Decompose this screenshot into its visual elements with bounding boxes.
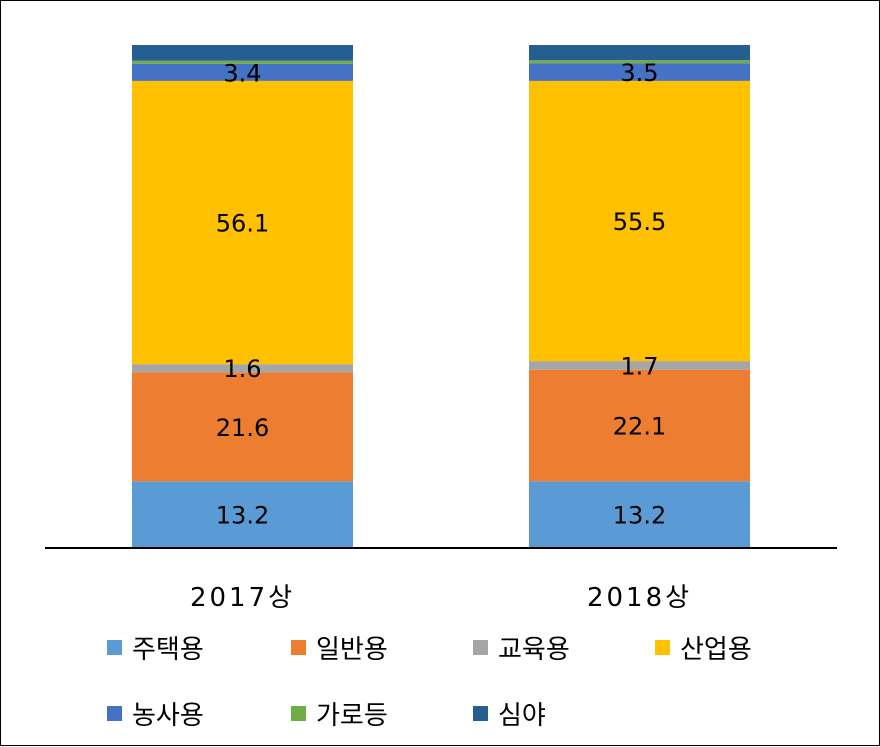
bar-segment-series-4-1 xyxy=(529,63,750,81)
value-label-series-3-1: 55.5 xyxy=(613,208,666,236)
bar-segment-series-1-1 xyxy=(529,369,750,482)
bar-segment-series-2-1 xyxy=(529,361,750,370)
value-label-series-4-0: 3.4 xyxy=(223,59,261,87)
legend-label-6: 심야 xyxy=(498,701,546,731)
legend-item-6: 심야 xyxy=(473,701,546,731)
legend-item-1: 일반용 xyxy=(291,635,388,665)
category-labels-group: 2017상 2018상 xyxy=(190,583,692,613)
legend-label-4: 농사용 xyxy=(132,701,204,731)
legend-label-3: 산업용 xyxy=(680,635,752,665)
legend-swatch-3 xyxy=(655,640,670,655)
bar-segment-series-5-1 xyxy=(529,60,750,64)
legend-item-2: 교육용 xyxy=(473,635,570,665)
value-label-series-1-1: 22.1 xyxy=(613,413,666,441)
value-label-series-2-0: 1.6 xyxy=(223,355,261,383)
bar-segment-series-0-0 xyxy=(132,481,353,548)
legend-swatch-0 xyxy=(107,640,122,655)
legend-item-0: 주택용 xyxy=(107,635,204,665)
legend-label-2: 교육용 xyxy=(498,635,570,665)
value-label-series-4-1: 3.5 xyxy=(620,59,658,87)
legend-swatch-5 xyxy=(291,706,306,721)
bar-segment-series-6-1 xyxy=(529,45,750,61)
value-label-series-0-0: 13.2 xyxy=(216,502,269,530)
bar-segment-series-5-0 xyxy=(132,60,353,64)
legend-swatch-6 xyxy=(473,706,488,721)
bar-segment-series-0-1 xyxy=(529,481,750,548)
legend-item-3: 산업용 xyxy=(655,635,752,665)
category-label-0: 2017상 xyxy=(190,583,295,613)
legend-swatch-4 xyxy=(107,706,122,721)
bars-group xyxy=(132,45,750,548)
legend-swatch-2 xyxy=(473,640,488,655)
legend-swatch-1 xyxy=(291,640,306,655)
value-label-series-1-0: 21.6 xyxy=(216,414,269,442)
bar-segment-series-4-0 xyxy=(132,63,353,81)
value-label-series-2-1: 1.7 xyxy=(620,352,658,380)
legend-label-0: 주택용 xyxy=(132,635,204,665)
value-label-series-0-1: 13.2 xyxy=(613,502,666,530)
bar-segment-series-3-1 xyxy=(529,80,750,362)
bar-segment-series-3-0 xyxy=(132,80,353,365)
bar-segment-series-6-0 xyxy=(132,45,353,61)
legend-item-5: 가로등 xyxy=(291,701,388,731)
legend-label-5: 가로등 xyxy=(316,701,388,731)
legend-item-4: 농사용 xyxy=(107,701,204,731)
bar-segment-series-1-0 xyxy=(132,372,353,482)
category-label-1: 2018상 xyxy=(587,583,692,613)
legend-label-1: 일반용 xyxy=(316,635,388,665)
bar-segment-series-2-0 xyxy=(132,364,353,373)
value-labels-group: 13.2 21.6 1.6 56.1 3.4 13.2 22.1 1.7 55.5 3.5 xyxy=(216,59,666,530)
value-label-series-3-0: 56.1 xyxy=(216,210,269,238)
